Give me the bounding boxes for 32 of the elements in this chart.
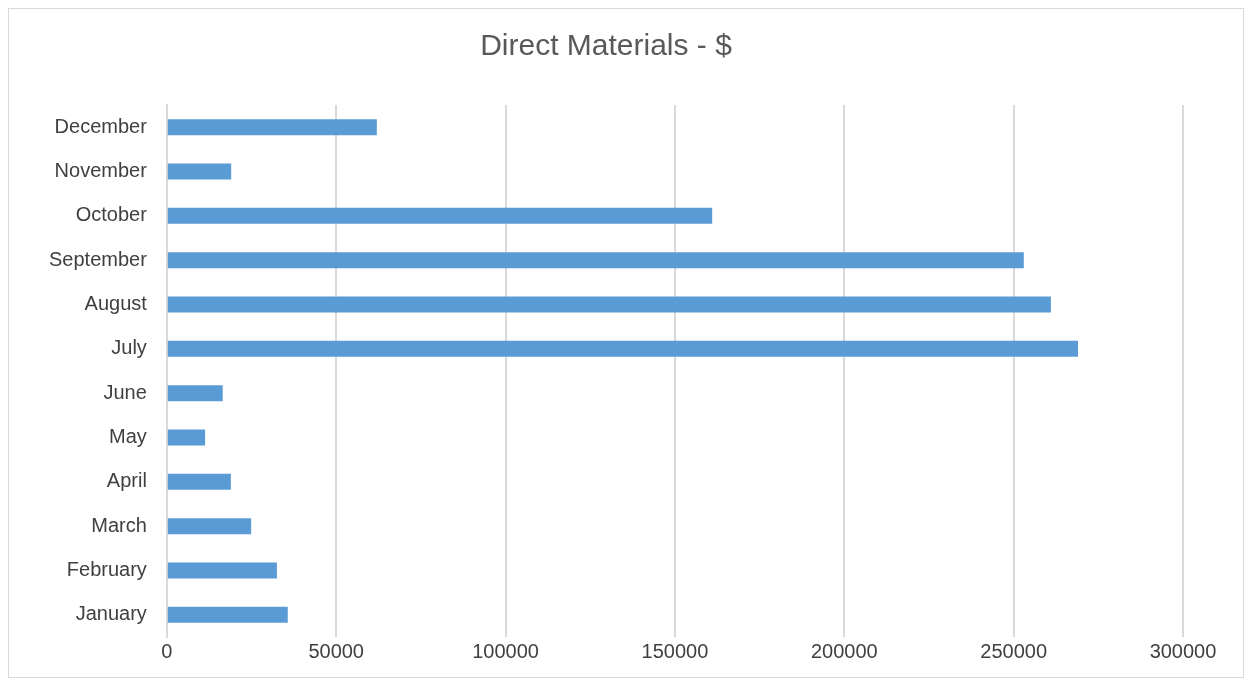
x-tick-label: 250000 (980, 639, 1048, 662)
bar (167, 119, 377, 136)
bar (167, 252, 1024, 269)
y-tick-label: September (48, 247, 148, 270)
y-tick-label: November (54, 159, 148, 182)
bar (167, 429, 206, 446)
bar (167, 385, 223, 402)
x-tick-label: 300000 (1149, 639, 1217, 662)
x-tick-label: 50000 (308, 639, 365, 662)
y-tick-label: December (54, 114, 148, 137)
bar (167, 473, 231, 490)
x-tick-label: 0 (161, 639, 173, 662)
y-tick-label: July (111, 336, 147, 359)
bar (167, 296, 1051, 313)
y-tick-label: April (106, 469, 147, 492)
x-tick-label: 200000 (810, 639, 878, 662)
y-tick-label: February (66, 558, 147, 581)
y-tick-label: October (75, 203, 148, 226)
y-tick-label: January (75, 602, 147, 625)
bar (167, 207, 713, 224)
bar (167, 606, 288, 623)
chart-title: Direct Materials - $ (480, 28, 733, 62)
bar (167, 518, 252, 535)
x-tick-label: 100000 (472, 639, 539, 662)
bar (167, 340, 1078, 357)
bar (167, 562, 277, 579)
y-tick-label: June (103, 380, 147, 403)
y-tick-label: March (91, 513, 147, 536)
y-tick-label: August (84, 292, 148, 315)
y-tick-label: May (109, 425, 147, 448)
bar (167, 163, 232, 180)
x-tick-label: 150000 (641, 639, 709, 662)
